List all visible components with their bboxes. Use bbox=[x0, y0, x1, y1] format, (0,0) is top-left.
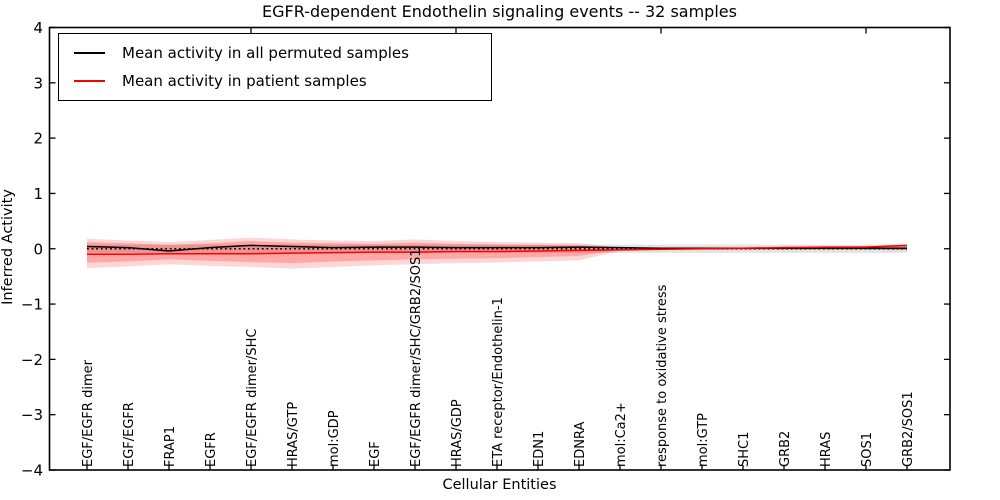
y-tick-label: 0 bbox=[33, 240, 43, 258]
y-tick-label: −1 bbox=[21, 296, 43, 314]
x-tick-label-egf-egfr-dimer-shc: EGF/EGFR dimer/SHC bbox=[245, 329, 260, 467]
y-tick-label: 2 bbox=[33, 130, 43, 148]
x-tick-label-grb2-sos1: GRB2/SOS1 bbox=[901, 391, 916, 467]
legend-line-black bbox=[74, 52, 105, 54]
legend-label-patient: Mean activity in patient samples bbox=[122, 72, 367, 90]
x-tick-label-response-to-oxidative-stress: response to oxidative stress bbox=[655, 284, 670, 467]
x-tick-label-edn1: EDN1 bbox=[532, 431, 547, 467]
legend-label-permuted: Mean activity in all permuted samples bbox=[122, 44, 409, 62]
x-tick-label-mol-ca2: mol:Ca2+ bbox=[614, 402, 629, 467]
x-tick-label-hras-gtp: HRAS/GTP bbox=[286, 402, 301, 467]
y-tick-label: −4 bbox=[21, 462, 43, 480]
y-tick-label: 1 bbox=[33, 185, 43, 203]
x-tick-label-frap1: FRAP1 bbox=[163, 426, 178, 467]
x-tick-label-mol-gtp: mol:GTP bbox=[696, 413, 711, 467]
y-tick-label: −2 bbox=[21, 351, 43, 369]
legend-item-patient: Mean activity in patient samples bbox=[59, 69, 491, 93]
x-tick-label-ednra: EDNRA bbox=[573, 422, 588, 467]
x-tick-label-sos1: SOS1 bbox=[860, 432, 875, 467]
legend-item-permuted: Mean activity in all permuted samples bbox=[59, 41, 491, 65]
x-tick-label-shc1: SHC1 bbox=[737, 432, 752, 467]
y-axis-label: Inferred Activity bbox=[0, 189, 16, 305]
line-mean-activity-in-patient-samples bbox=[87, 244, 908, 256]
y-tick-label: 4 bbox=[33, 19, 43, 37]
y-tick-label: 3 bbox=[33, 74, 43, 92]
x-tick-label-eta-receptor-endothelin-1: ETA receptor/Endothelin-1 bbox=[491, 297, 506, 467]
legend: Mean activity in all permuted samples Me… bbox=[58, 33, 492, 101]
band-patient-samples-outer-range bbox=[87, 237, 907, 269]
x-tick-label-egf-egfr-dimer: EGF/EGFR dimer bbox=[81, 359, 96, 467]
chart-title: EGFR-dependent Endothelin signaling even… bbox=[262, 2, 737, 21]
x-axis-label: Cellular Entities bbox=[442, 477, 557, 493]
x-tick-label-hras-gdp: HRAS/GDP bbox=[450, 399, 465, 467]
x-tick-label-grb2: GRB2 bbox=[778, 431, 793, 467]
x-tick-label-egf-egfr: EGF/EGFR bbox=[122, 402, 137, 467]
x-tick-label-hras: HRAS bbox=[819, 432, 834, 467]
legend-line-red bbox=[74, 80, 105, 82]
x-tick-label-mol-gdp: mol:GDP bbox=[327, 410, 342, 467]
x-tick-label-egf-egfr-dimer-shc-grb2-sos1: EGF/EGFR dimer/SHC/GRB2/SOS1 bbox=[409, 249, 424, 468]
y-tick-label: −3 bbox=[21, 406, 43, 424]
x-tick-label-egfr: EGFR bbox=[204, 432, 219, 467]
x-tick-label-egf: EGF bbox=[368, 441, 383, 467]
